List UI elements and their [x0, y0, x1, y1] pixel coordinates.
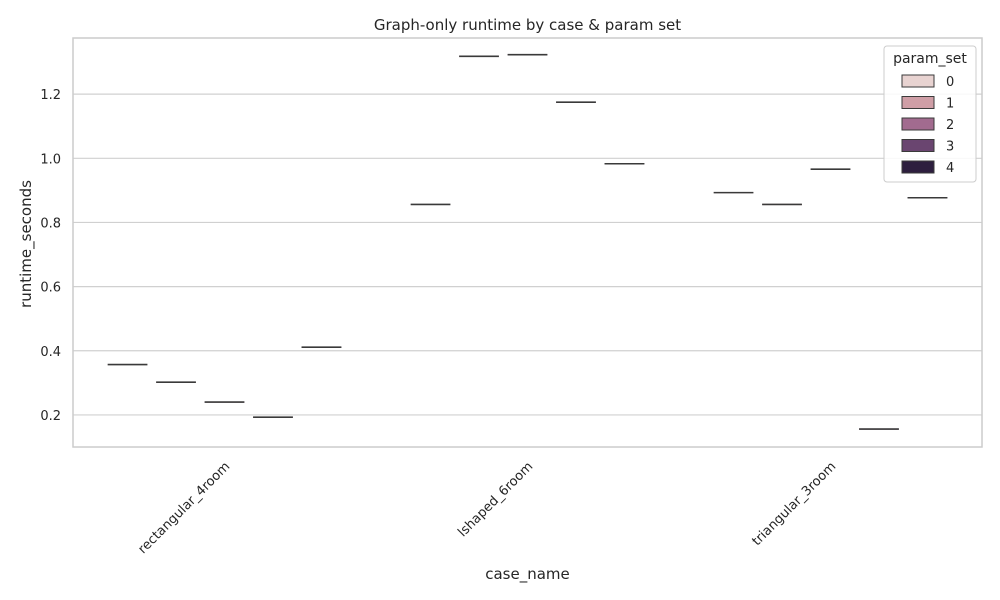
x-tick-label: rectangular_4room [136, 459, 234, 557]
legend-swatch [901, 74, 935, 88]
y-tick-label: 0.2 [40, 409, 61, 424]
y-axis-label: runtime_seconds [17, 180, 36, 308]
legend-label: 0 [946, 75, 954, 90]
legend-swatch [901, 96, 935, 109]
x-tick-label: lshaped_6room [455, 459, 536, 540]
y-tick-label: 1.2 [40, 88, 61, 103]
plot-area: 0.2 0.4 0.6 0.8 1.0 1.2 rectangular_4room lshap… [40, 37, 983, 557]
legend-label: 3 [946, 140, 954, 155]
x-axis-label: case_name [485, 565, 570, 584]
plot-frame [72, 37, 983, 448]
legend: param_set 0 1 2 3 4 [883, 45, 977, 183]
x-tick-label: triangular_3room [749, 459, 839, 549]
y-tick-label: 0.8 [40, 216, 61, 231]
legend-label: 4 [946, 161, 954, 176]
legend-swatch [901, 117, 935, 131]
legend-label: 2 [946, 118, 954, 133]
legend-swatch [901, 139, 935, 152]
chart-title: Graph-only runtime by case & param set [374, 16, 681, 34]
legend-title: param_set [893, 51, 967, 67]
legend-label: 1 [946, 97, 954, 112]
plot-background [73, 38, 982, 447]
y-tick-label: 1.0 [40, 152, 61, 167]
y-tick-label: 0.6 [40, 281, 61, 296]
legend-swatch [901, 160, 935, 174]
y-tick-label: 0.4 [40, 345, 61, 360]
